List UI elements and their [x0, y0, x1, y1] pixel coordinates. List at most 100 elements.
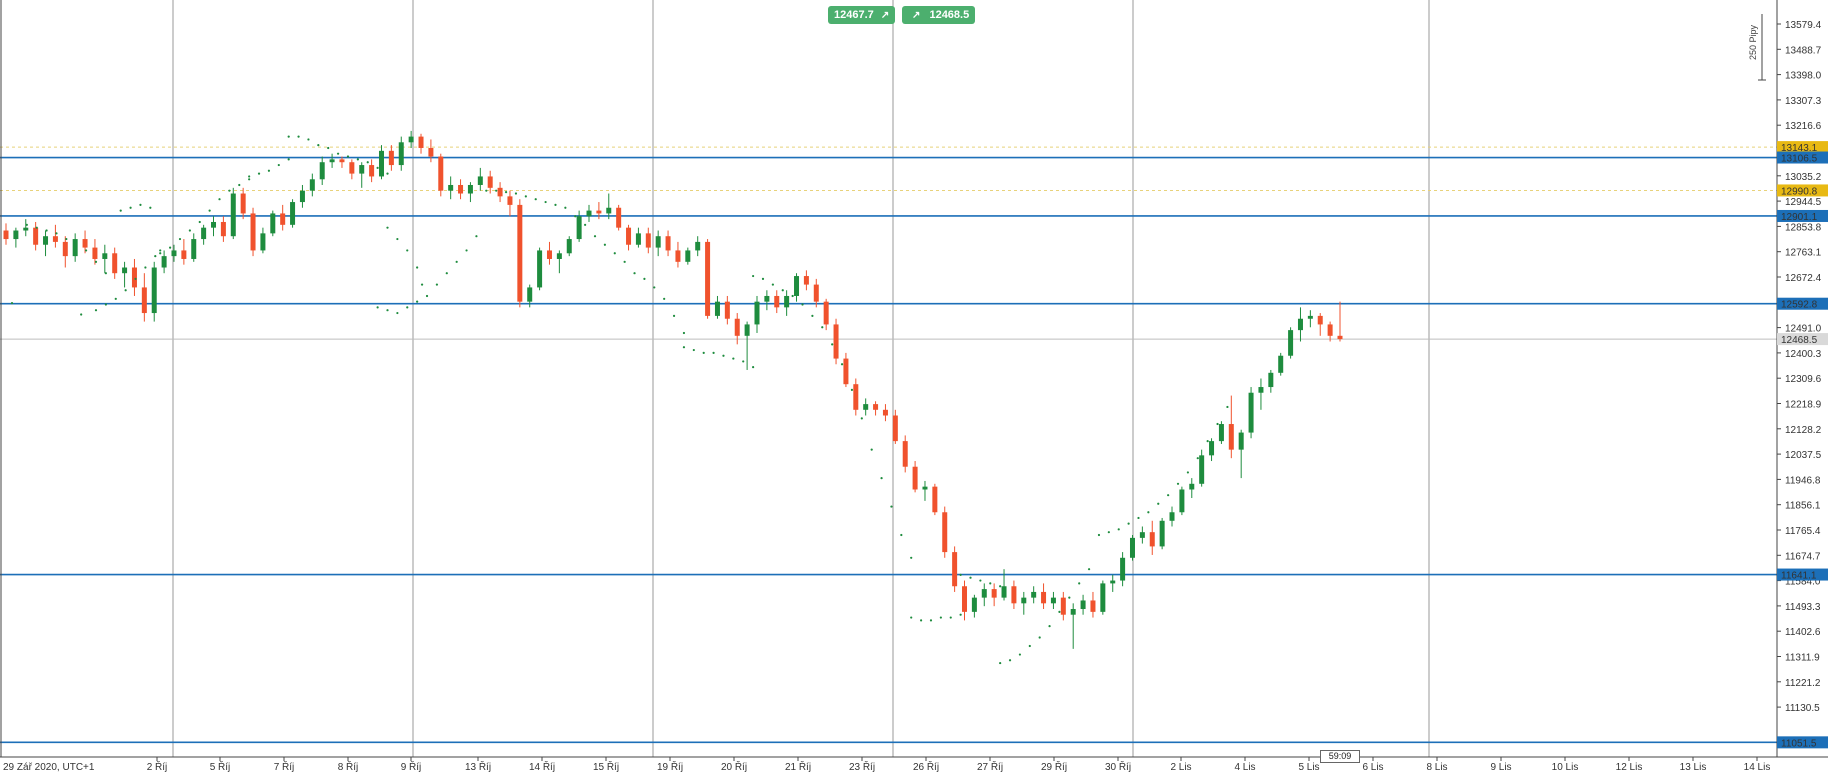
sar-dot [465, 249, 468, 252]
sar-dot [104, 272, 107, 275]
candle-body [1120, 557, 1126, 581]
sar-dot [1097, 533, 1101, 537]
candle [141, 273, 147, 322]
candle-body [665, 236, 671, 251]
candle [1100, 580, 1106, 615]
candle-body [1110, 580, 1116, 584]
candle [62, 236, 68, 268]
sar-dot [376, 306, 379, 309]
candle [1297, 307, 1303, 342]
sar-dot [831, 343, 834, 346]
sar-dot [287, 158, 290, 161]
level-tag [1777, 568, 1828, 581]
x-tick-label: 23 Říj [849, 760, 875, 773]
candle-body [220, 221, 226, 237]
candle-body [378, 150, 384, 177]
candle-body [102, 253, 108, 259]
candle [803, 270, 809, 291]
sar-dot [811, 314, 814, 317]
candle-body [359, 165, 365, 174]
sar-dot [663, 297, 666, 300]
candle [1179, 486, 1185, 516]
sar-dot [1018, 653, 1022, 656]
candle-body [33, 227, 39, 245]
candle-body [280, 213, 286, 225]
candle [882, 404, 888, 422]
candle [1159, 517, 1165, 550]
candle [418, 133, 424, 154]
sar-dot [1196, 457, 1199, 460]
candle [23, 219, 29, 237]
parabolic-sar-series [10, 135, 1229, 665]
candle-body [714, 301, 720, 316]
sar-dot [880, 477, 883, 480]
candle [616, 204, 622, 231]
sar-dot [336, 152, 340, 155]
y-tick-label: 13216.6 [1785, 121, 1822, 132]
candle [1080, 594, 1086, 615]
candle [517, 199, 523, 308]
sar-dot [1078, 582, 1081, 585]
candle-body [754, 301, 760, 325]
candle [487, 170, 493, 194]
candle-body [1248, 392, 1254, 433]
sar-dot [742, 360, 745, 363]
sar-dot [1157, 502, 1160, 505]
sar-dot [761, 277, 765, 280]
candle-body [497, 187, 503, 197]
candle-body [566, 239, 572, 254]
sar-dot [85, 249, 88, 252]
candle-body [803, 276, 809, 285]
candle-body [971, 597, 977, 612]
sar-dot [307, 138, 310, 141]
sar-dot [999, 585, 1002, 588]
sar-dot [297, 135, 300, 138]
candle-body [1317, 315, 1323, 325]
price-axis[interactable]: 13579.413488.713398.013307.313216.613125… [0, 0, 1828, 758]
candle [349, 159, 355, 180]
candle [606, 193, 612, 220]
candle-body [882, 409, 888, 416]
candle-body [586, 210, 592, 217]
y-tick-label: 11765.4 [1785, 526, 1821, 537]
sell-button[interactable]: 12467.7 ↗ [828, 6, 896, 24]
sar-dot [396, 311, 399, 315]
candle [112, 247, 118, 279]
candle-body [62, 241, 68, 257]
x-tick-label: 8 Říj [338, 760, 359, 773]
y-tick-label: 11674.7 [1785, 551, 1821, 562]
y-tick-label: 12400.3 [1785, 349, 1822, 360]
sar-dot [317, 144, 320, 147]
candle-body [912, 466, 918, 490]
sar-dot [35, 226, 38, 229]
sar-dot [114, 297, 117, 300]
candle-body [1169, 512, 1175, 521]
level-tag [1777, 151, 1828, 164]
sar-dot [692, 348, 695, 352]
buy-button[interactable]: ↗ 12468.5 [902, 6, 976, 24]
sar-dot [771, 283, 774, 286]
candle-body [1139, 532, 1145, 538]
y-tick-label: 12853.8 [1785, 222, 1822, 233]
candle-body [962, 586, 968, 612]
candle-body [1129, 537, 1135, 558]
level-tag [1777, 736, 1828, 749]
candle [359, 162, 365, 188]
sar-dot [435, 283, 439, 286]
candle [843, 352, 849, 388]
x-tick-label: 27 Říj [977, 760, 1003, 773]
sar-dot [159, 252, 162, 255]
time-axis[interactable]: 29 Zář 2020, UTC+1 2 Říj 5 Říj 7 Říj 8 Říj 9 … [3, 757, 1770, 773]
candle-body [122, 267, 128, 274]
candle [1218, 421, 1224, 444]
candle [774, 290, 780, 314]
sar-dot [198, 220, 201, 224]
candle [1288, 327, 1294, 359]
y-tick-label: 13307.3 [1785, 96, 1822, 107]
sar-dot [386, 226, 389, 229]
sar-dot [752, 366, 755, 369]
x-tick-label: 2 Lis [1170, 762, 1191, 773]
candle-body [319, 162, 325, 180]
x-tick-label: 9 Říj [401, 760, 422, 773]
